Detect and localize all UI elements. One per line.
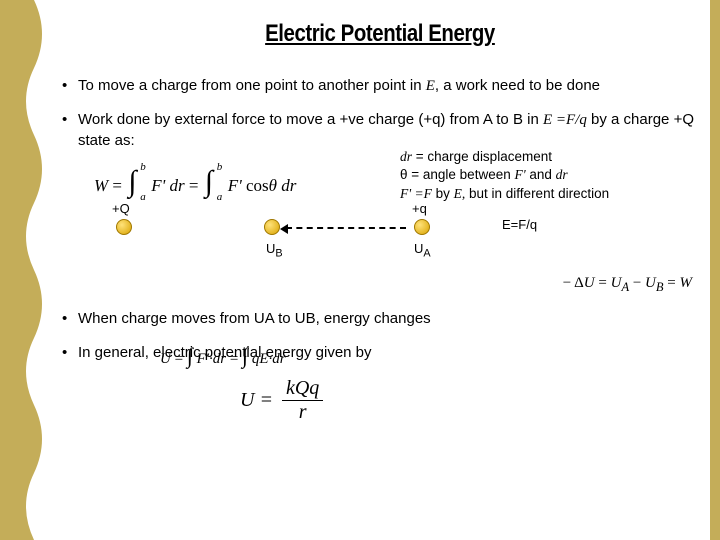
def-line-2: θ = angle between F' and dr — [400, 166, 609, 184]
displacement-arrow — [286, 227, 406, 229]
charge-Q — [116, 219, 132, 235]
charge-at-B — [264, 219, 280, 235]
slide-title: Electric Potential Energy — [108, 20, 652, 48]
charge-diagram: +Q UB +q UA E=F/q — [94, 205, 700, 265]
bullet-1-text-a: To move a charge from one point to anoth… — [78, 77, 426, 94]
def-and: and — [526, 167, 556, 182]
def-dr2: dr — [556, 167, 568, 182]
label-UA-U: U — [414, 241, 423, 256]
label-UA: UA — [414, 241, 431, 260]
bullet-2: Work done by external force to move a +v… — [60, 110, 700, 151]
bullet-list-2: When charge moves from UA to UB, energy … — [60, 309, 700, 364]
bullet-2-E: E =F/q — [543, 112, 587, 128]
final-eq-den: r — [282, 401, 323, 424]
label-q: +q — [412, 201, 427, 216]
label-UB-U: U — [266, 241, 275, 256]
label-UB-sub: B — [275, 247, 282, 259]
label-EFq: E=F/q — [502, 217, 537, 232]
def-theta: θ = angle between — [400, 167, 514, 182]
bullet-list: To move a charge from one point to anoth… — [60, 76, 700, 151]
def-by: by — [432, 186, 454, 201]
bullet-1: To move a charge from one point to anoth… — [60, 76, 700, 96]
wave-border — [0, 0, 50, 540]
bullet-4: In general, electric potential energy gi… — [60, 343, 700, 363]
def-dir: but in different direction — [465, 186, 609, 201]
bullet-3: When charge moves from UA to UB, energy … — [60, 309, 700, 329]
slide-content: Electric Potential Energy To move a char… — [60, 20, 700, 424]
delta-U-equation: − ΔU = UA − UB = W — [60, 275, 700, 295]
def-FpF: F' =F — [400, 186, 432, 201]
label-UA-sub: A — [423, 247, 430, 259]
final-U-equation: U = kQq r — [240, 377, 700, 424]
charge-q — [414, 219, 430, 235]
bullet-1-E: E — [426, 78, 435, 94]
final-eq-lhs: U = — [240, 389, 278, 411]
label-UB: UB — [266, 241, 283, 260]
def-line-3: F' =F by E, but in different direction — [400, 185, 609, 203]
def-dr: dr — [400, 149, 412, 164]
def-dr-txt: = charge displacement — [412, 149, 552, 164]
overlay-integral-equation: U = ∫ F'·dr = ∫ qE·dr — [160, 341, 286, 371]
label-Q: +Q — [112, 201, 130, 216]
bullet-2-text-a: Work done by external force to move a +v… — [78, 111, 543, 128]
right-accent-bar — [710, 0, 720, 540]
def-Fp: F' — [514, 167, 525, 182]
def-line-1: dr = charge displacement — [400, 148, 609, 166]
final-eq-num: kQq — [282, 377, 323, 401]
def-Ec: E, — [454, 186, 466, 201]
definitions-block: dr = charge displacement θ = angle betwe… — [400, 148, 609, 203]
bullet-1-text-b: , a work need to be done — [435, 77, 600, 94]
